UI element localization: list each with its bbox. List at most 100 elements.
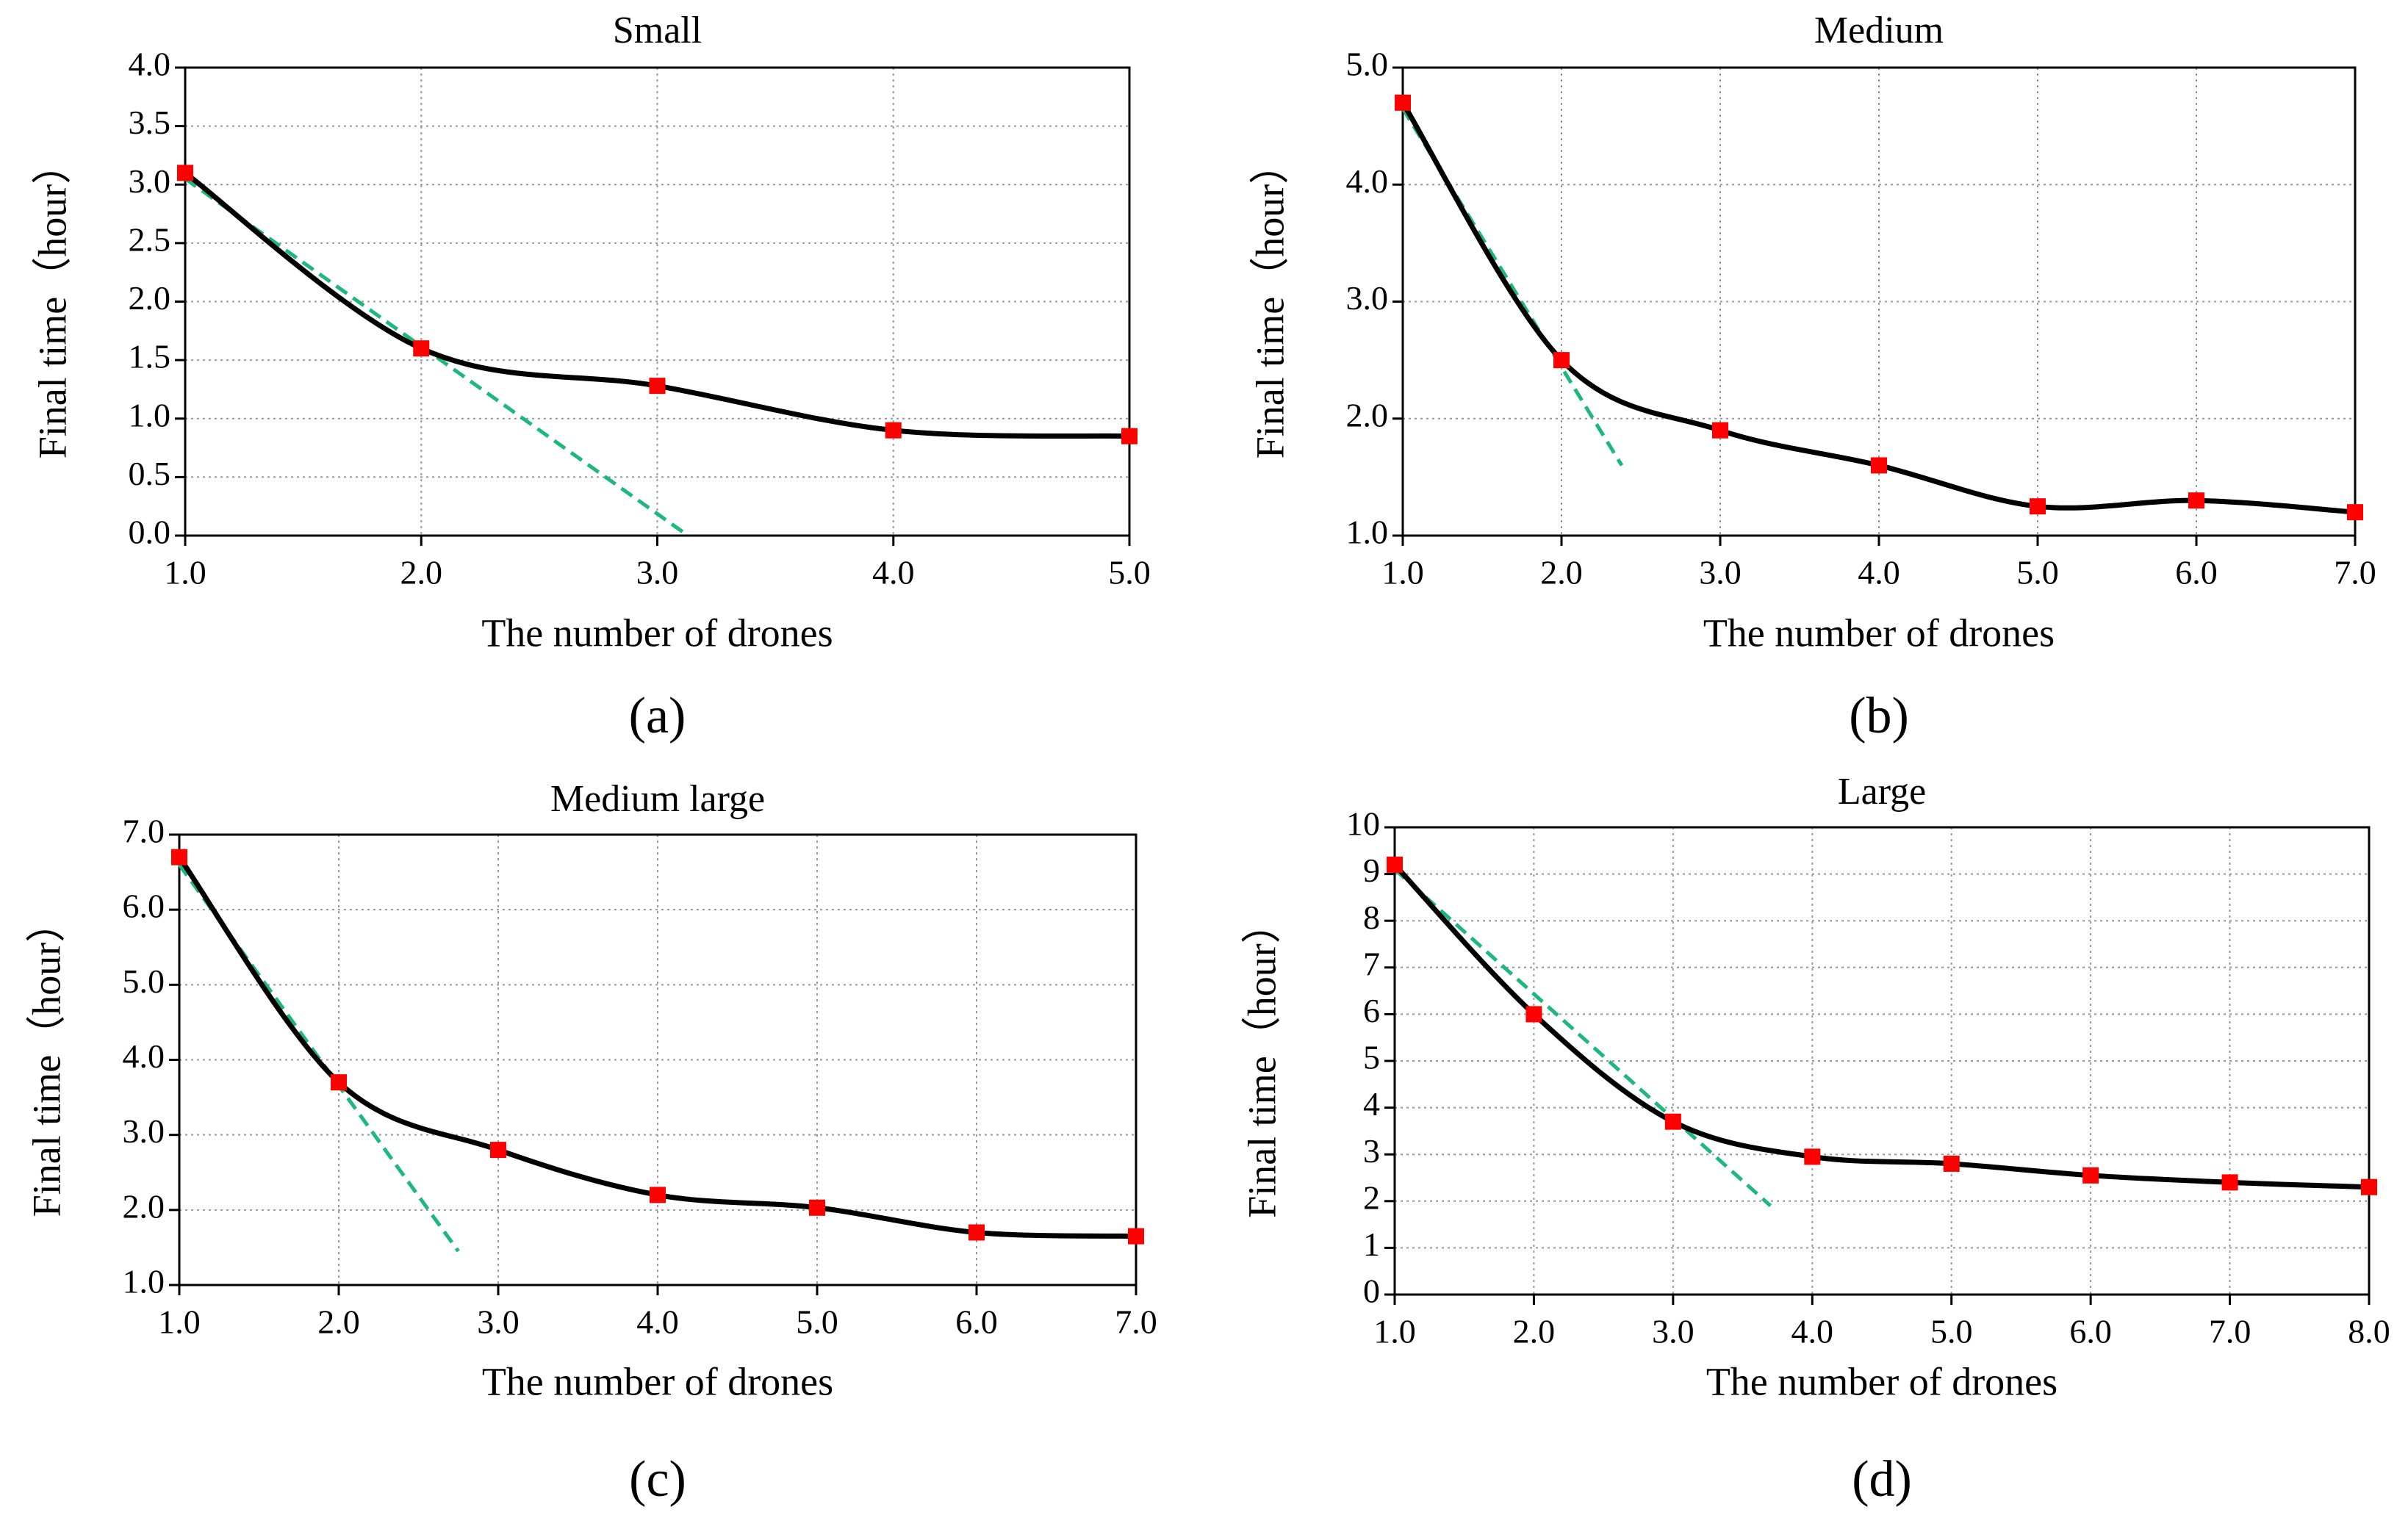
x-tick-label: 7.0 (2334, 554, 2376, 591)
x-tick-label: 2.0 (1513, 1313, 1556, 1350)
y-tick-label: 3 (1363, 1132, 1380, 1170)
tangent-line (1393, 868, 1772, 1208)
data-point (968, 1224, 985, 1241)
y-tick-label: 4.0 (129, 46, 171, 83)
data-point (1664, 1113, 1681, 1130)
x-axis-label: The number of drones (1703, 611, 2055, 655)
data-point (1553, 352, 1570, 369)
chart-title: Medium (1814, 10, 1944, 51)
y-tick-label: 5 (1363, 1039, 1380, 1076)
y-tick-label: 1 (1363, 1226, 1380, 1263)
series-line (1392, 863, 2370, 1190)
x-tick-label: 2.0 (1540, 554, 1583, 591)
x-tick-label: 5.0 (1108, 554, 1151, 591)
x-tick-label: 1.0 (1381, 554, 1424, 591)
x-tick-label: 6.0 (2069, 1313, 2112, 1350)
x-axis-label: The number of drones (1706, 1359, 2057, 1403)
y-tick-label: 3.0 (129, 162, 171, 200)
y-tick-label: 4.0 (1346, 162, 1389, 200)
y-tick-label: 6 (1363, 992, 1380, 1029)
x-tick-label: 6.0 (955, 1303, 998, 1341)
x-tick-label: 7.0 (2209, 1313, 2251, 1350)
y-tick-label: 10 (1346, 805, 1380, 843)
plot-frame (178, 833, 1137, 1286)
x-tick-label: 3.0 (1652, 1313, 1694, 1350)
data-point (1387, 856, 1403, 873)
data-point (650, 1187, 666, 1203)
data-point (177, 165, 193, 181)
x-tick-label: 2.0 (317, 1303, 360, 1341)
y-axis-label: Final time（hour） (1248, 145, 1292, 458)
data-point (2188, 492, 2204, 509)
y-tick-label: 1.5 (129, 338, 171, 375)
plot-frame (1401, 66, 2357, 537)
y-tick-label: 0 (1363, 1273, 1380, 1310)
y-tick-label: 6.0 (123, 888, 165, 925)
data-point (413, 340, 430, 357)
data-point (809, 1199, 825, 1216)
data-point (649, 378, 666, 395)
y-tick-label: 1.0 (123, 1263, 165, 1300)
x-tick-label: 5.0 (1930, 1313, 1973, 1350)
x-tick-label: 8.0 (2348, 1313, 2390, 1350)
y-tick-label: 2.5 (129, 220, 171, 258)
x-axis-label: The number of drones (481, 611, 833, 655)
data-point (1804, 1148, 1821, 1165)
panel-label: (b) (1849, 688, 1909, 744)
y-tick-label: 3.0 (123, 1112, 165, 1150)
chart-title: Large (1838, 771, 1926, 813)
data-point (331, 1074, 347, 1091)
y-tick-label: 3.0 (1346, 279, 1389, 317)
y-tick-label: 0.0 (129, 514, 171, 551)
data-point (2347, 504, 2363, 521)
x-tick-label: 6.0 (2175, 554, 2218, 591)
x-tick-label: 4.0 (1791, 1313, 1834, 1350)
data-point (1943, 1155, 1960, 1172)
x-tick-label: 2.0 (400, 554, 443, 591)
x-tick-label: 3.0 (636, 554, 679, 591)
y-tick-label: 5.0 (1346, 46, 1389, 83)
x-axis-label: The number of drones (482, 1359, 833, 1403)
data-point (2361, 1178, 2377, 1195)
chart-title: Small (613, 10, 702, 51)
x-tick-label: 5.0 (796, 1303, 838, 1341)
data-point (1128, 1228, 1144, 1245)
data-point (885, 422, 902, 439)
y-tick-label: 9 (1363, 852, 1380, 889)
data-point (2221, 1174, 2238, 1191)
data-point (1871, 457, 1887, 474)
y-tick-label: 2.0 (1346, 396, 1389, 433)
chart-title: Medium large (550, 778, 765, 820)
y-tick-label: 3.5 (129, 104, 171, 141)
y-tick-label: 4 (1363, 1085, 1380, 1123)
x-tick-label: 3.0 (477, 1303, 520, 1341)
data-point (1712, 422, 1728, 439)
y-tick-label: 0.5 (129, 455, 171, 492)
data-point (171, 849, 187, 865)
x-tick-label: 5.0 (2016, 554, 2059, 591)
x-tick-label: 1.0 (158, 1303, 201, 1341)
data-point (1395, 94, 1411, 111)
plot-frame (1393, 826, 2371, 1296)
panel-label: (d) (1852, 1451, 1912, 1508)
y-tick-label: 2.0 (129, 279, 171, 317)
data-point (1525, 1006, 1542, 1023)
data-point (490, 1142, 506, 1159)
y-tick-label: 2 (1363, 1178, 1380, 1216)
data-point (2082, 1167, 2099, 1184)
y-tick-label: 1.0 (1346, 514, 1389, 551)
y-tick-label: 2.0 (123, 1187, 165, 1225)
x-tick-label: 1.0 (164, 554, 206, 591)
x-tick-label: 3.0 (1699, 554, 1742, 591)
x-tick-label: 4.0 (636, 1303, 679, 1341)
plot-frame (184, 66, 1131, 537)
y-axis-label: Final time（hour） (30, 145, 74, 458)
x-tick-label: 4.0 (1858, 554, 1900, 591)
x-tick-label: 7.0 (1115, 1303, 1157, 1341)
y-tick-label: 7 (1363, 945, 1380, 982)
panel-label: (c) (629, 1451, 686, 1508)
data-point (2030, 498, 2046, 515)
y-tick-label: 8 (1363, 899, 1380, 936)
y-tick-label: 5.0 (123, 962, 165, 1000)
